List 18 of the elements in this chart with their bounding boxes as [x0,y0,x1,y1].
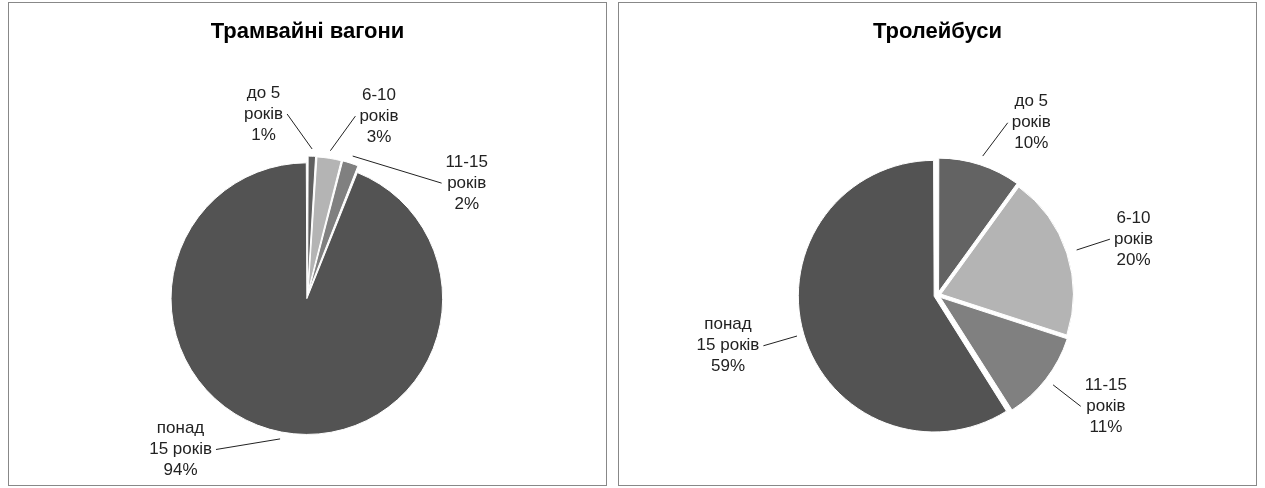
slice-label: 6-10 років [1113,207,1154,248]
chart-title: Тролейбуси [872,18,1003,44]
slice-label: до 5 років [243,82,284,123]
slice-label: понад 15 років [696,314,760,355]
data-label: 94% [163,460,198,480]
slice-label: 11-15 років [1084,375,1127,416]
data-label: 3% [366,126,392,146]
data-label: 11% [1089,417,1123,437]
chart-title: Трамвайні вагони [210,18,405,44]
data-label: 59% [710,356,746,376]
data-label: 1% [251,124,276,144]
data-label: 10% [1014,133,1049,153]
slice-label: понад 15 років [149,418,212,459]
data-label: 2% [454,193,480,213]
slice-label: до 5 років [1011,91,1051,132]
slice-label: 6-10 років [359,84,399,125]
data-label: 20% [1116,249,1151,269]
slice-label: 11-15 років [445,151,488,192]
